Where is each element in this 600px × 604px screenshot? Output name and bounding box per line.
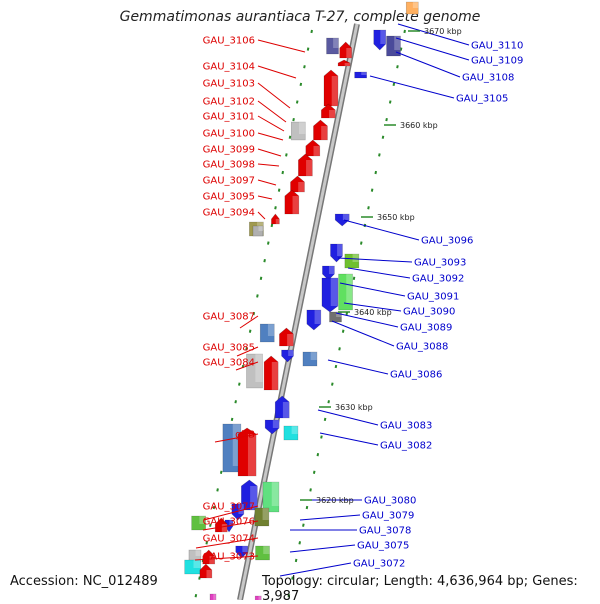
kbp-marker: 3640 kbp [354,308,392,317]
gene-feature [290,175,305,193]
gene-label-left: GAU_3097 [203,176,255,187]
gene-feature [254,595,262,600]
gene-label-left: GAU_3087 [203,312,255,323]
gene-label-left: GAU_3103 [203,79,255,90]
gene-label-right: GAU_3086 [390,370,442,381]
gene-feature [290,121,306,141]
gene-label-left: GAU_3106 [203,36,255,47]
left-track [194,29,313,600]
gene-feature [264,419,280,435]
gene-feature [302,351,318,367]
gene-feature [313,119,328,141]
gene-label-left: GAU_3073 [203,552,255,563]
gene-label-left: GAU_3102 [203,97,255,108]
gene-label-left: GAU_3095 [203,192,255,203]
gene-label-right: GAU_3093 [414,258,466,269]
map-title: Gemmatimonas aurantiaca T-27, complete g… [119,9,481,25]
gene-label-right: GAU_3075 [357,541,409,552]
gene-feature [322,265,335,281]
gene-label-right: GAU_3089 [400,323,452,334]
gene-feature [329,311,342,323]
gene-feature [323,69,339,107]
gene-label-right: GAU_3096 [421,236,473,247]
kbp-marker: 3650 kbp [377,213,415,222]
gene-feature [246,353,263,389]
gene-feature [326,37,339,55]
accession-text: Accession: NC_012489 [10,574,158,589]
gene-label-left: GAU_3099 [203,145,255,156]
gene-feature [262,481,280,513]
kbp-marker: 3660 kbp [400,121,438,130]
gene-feature [321,103,336,119]
gene-feature [235,545,249,559]
gene-feature [344,253,360,269]
gene-feature [284,189,300,215]
gene-label-right: GAU_3083 [380,421,432,432]
gene-feature [271,213,280,225]
gene-feature [386,35,401,57]
gene-feature [373,29,387,51]
gene-feature [279,327,294,347]
gene-feature [283,425,299,441]
gene-feature [405,1,419,15]
gene-feature [199,563,213,579]
gene-feature [255,545,270,561]
gene-label-left: GAU_3098 [203,160,255,171]
gene-label-right: GAU_3078 [359,526,411,537]
gene-label-left: GAU_3085 [203,343,255,354]
gene-label-right: GAU_3110 [471,41,523,52]
gene-feature [252,225,264,237]
kbp-marker: 3670 kbp [424,27,462,36]
gene-label-left: GAU_3074 [203,534,255,545]
gene-feature [305,139,321,157]
gene-label-left: GAU_3094 [203,208,255,219]
gene-label-right: GAU_3109 [471,56,523,67]
gene-label-left: GAU_3084 [203,358,255,369]
gene-label-left: GAU_3101 [203,112,255,123]
gene-label-right: GAU_3092 [412,274,464,285]
gene-label-right: GAU_3080 [364,496,416,507]
gene-feature [259,323,275,343]
gene-label-left: GAU_3100 [203,129,255,140]
gene-feature [306,309,322,331]
gene-label-left: GAU_3104 [203,62,255,73]
gene-feature [209,593,217,600]
gene-feature [298,153,313,177]
gene-label-right: GAU_3082 [380,441,432,452]
gene-feature [263,355,279,391]
gene-label-left: gltB [235,430,255,441]
gene-feature [202,549,216,565]
gene-feature [188,549,202,563]
gene-label-left: GAU_3076 [203,517,255,528]
gene-label-right: GAU_3088 [396,342,448,353]
gene-label-right: GAU_3079 [362,511,414,522]
gene-feature [334,213,350,227]
kbp-marker: 3620 kbp [316,496,354,505]
gene-feature [254,507,270,527]
gene-feature [337,59,351,67]
gene-feature [354,71,367,79]
gene-label-right: GAU_3090 [403,307,455,318]
gene-label-right: GAU_3105 [456,94,508,105]
gene-label-right: GAU_3091 [407,292,459,303]
gene-feature [281,349,294,363]
gene-feature [321,277,339,313]
gene-feature [237,427,257,477]
gene-feature [214,517,228,533]
gene-label-right: GAU_3072 [353,559,405,570]
gene-feature [339,41,353,59]
gene-label-left: GAU_3077 [203,502,255,513]
gene-feature [274,395,290,419]
kbp-marker: 3630 kbp [335,403,373,412]
gene-feature [330,243,343,263]
gene-label-right: GAU_3108 [462,73,514,84]
